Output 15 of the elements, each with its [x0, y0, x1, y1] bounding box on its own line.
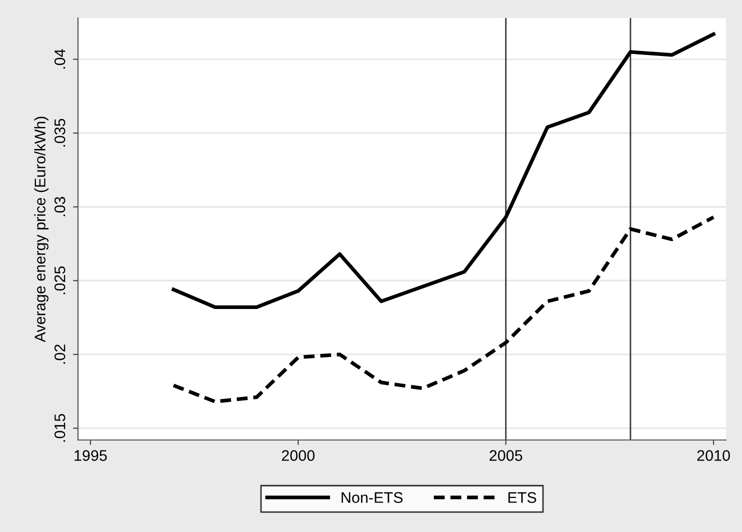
line-series — [172, 215, 716, 404]
y-tick-label: .015 — [54, 414, 66, 442]
legend-label: Non-ETS — [342, 492, 403, 503]
y-axis-title: Average energy price (Euro/kWh) — [34, 116, 48, 342]
line-series — [172, 32, 716, 310]
legend-label: ETS — [508, 492, 536, 503]
y-tick-label: .035 — [54, 118, 66, 147]
y-tick-label: .025 — [54, 266, 66, 294]
y-tick-label: .02 — [54, 344, 66, 364]
y-tick-label: .03 — [54, 196, 66, 216]
y-tick-label: .04 — [54, 49, 66, 69]
x-tick-label: 2000 — [282, 450, 315, 461]
x-tick-label: 1995 — [74, 450, 107, 461]
x-tick-label: 2010 — [697, 450, 730, 461]
x-tick-label: 2005 — [490, 450, 522, 461]
